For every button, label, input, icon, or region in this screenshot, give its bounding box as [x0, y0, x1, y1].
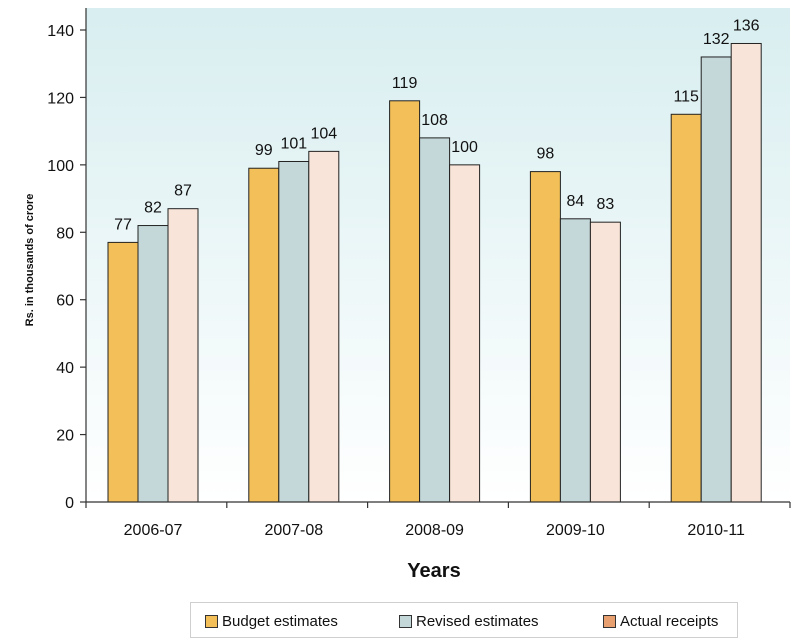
- bar-value-label: 99: [255, 142, 273, 159]
- bar-budget: [107, 241, 139, 503]
- bar-value-label: 115: [673, 88, 699, 105]
- legend-label-budget: Budget estimates: [222, 612, 338, 630]
- y-tick-label: 40: [56, 360, 74, 377]
- x-tick-label: 2007-08: [264, 522, 323, 539]
- bars: [107, 42, 762, 503]
- bar-value-label: 98: [537, 146, 555, 163]
- legend-swatch-revised: [399, 614, 412, 628]
- legend: Budget estimates Revised estimates Actua…: [190, 602, 738, 638]
- y-tick-label: 0: [65, 495, 74, 512]
- bar-revised: [278, 160, 310, 503]
- y-tick-label: 60: [56, 293, 74, 310]
- legend-item-actual: Actual receipts: [603, 612, 718, 630]
- bar-actual: [449, 164, 481, 503]
- y-axis-title: Rs. in thousands of crore: [24, 194, 36, 327]
- bar-value-label: 119: [392, 75, 418, 92]
- bar-value-label: 104: [310, 125, 337, 142]
- legend-swatch-actual: [603, 614, 616, 628]
- x-tick-label: 2008-09: [405, 522, 464, 539]
- bar-value-label: 82: [144, 200, 162, 217]
- bar-value-label: 136: [733, 17, 760, 34]
- bar-value-label: 100: [451, 139, 478, 156]
- x-tick-label: 2006-07: [124, 522, 183, 539]
- legend-item-revised: Revised estimates: [399, 612, 539, 630]
- bar-actual: [308, 150, 340, 503]
- bar-value-label: 132: [703, 31, 730, 48]
- y-tick-label: 20: [56, 428, 74, 445]
- bar-actual: [589, 221, 621, 503]
- bar-budget: [248, 167, 280, 503]
- bar-revised: [700, 56, 732, 503]
- bar-revised: [419, 137, 451, 503]
- bar-value-label: 77: [114, 216, 132, 233]
- bar-budget: [389, 100, 421, 503]
- x-axis-title: Years: [407, 560, 460, 582]
- bar-revised: [559, 218, 591, 503]
- bar-value-label: 108: [421, 112, 448, 129]
- bar-budget: [670, 113, 702, 503]
- legend-label-revised: Revised estimates: [416, 612, 539, 630]
- bar-budget: [529, 171, 561, 503]
- bar-value-label: 84: [567, 193, 585, 210]
- x-tick-label: 2010-11: [687, 522, 745, 539]
- y-tick-label: 80: [56, 225, 74, 242]
- bar-value-label: 101: [280, 135, 307, 152]
- bar-value-label: 87: [174, 183, 192, 200]
- bar-actual: [730, 42, 762, 503]
- y-tick-label: 140: [47, 23, 74, 40]
- y-tick-label: 120: [47, 90, 74, 107]
- legend-swatch-budget: [205, 614, 218, 628]
- bar-revised: [137, 225, 169, 503]
- x-tick-label: 2009-10: [546, 522, 605, 539]
- legend-label-actual: Actual receipts: [620, 612, 719, 630]
- y-axis-ticks: 0 20 40 60 80 100 120 140: [47, 23, 86, 512]
- x-axis-ticks: 2006-07 2007-08 2008-09 2009-10 2010-11: [85, 502, 791, 539]
- bar-actual: [167, 208, 199, 503]
- bar-value-label: 83: [597, 196, 615, 213]
- y-tick-label: 100: [47, 158, 74, 175]
- legend-item-budget: Budget estimates: [205, 612, 338, 630]
